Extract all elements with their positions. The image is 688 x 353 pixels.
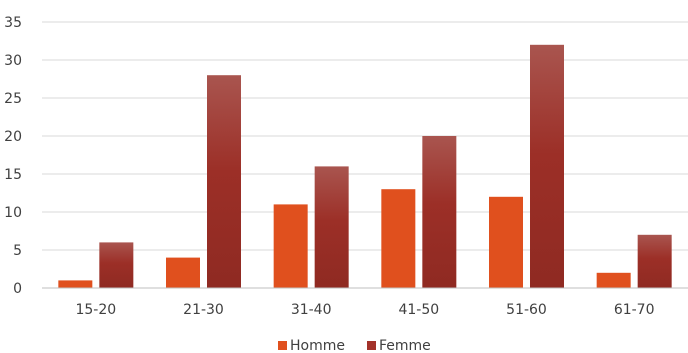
y-tick-label: 20 bbox=[4, 129, 22, 145]
legend-label-femme: Femme bbox=[379, 338, 431, 353]
y-tick-label: 25 bbox=[4, 91, 22, 107]
bar-homme-61-70 bbox=[596, 272, 631, 288]
y-tick-label: 10 bbox=[4, 205, 22, 221]
bar-homme-51-60 bbox=[489, 196, 523, 288]
y-tick-label: 15 bbox=[4, 167, 22, 183]
x-tick-label: 61-70 bbox=[614, 302, 655, 318]
x-tick-label: 31-40 bbox=[291, 302, 332, 318]
bars bbox=[58, 44, 672, 288]
legend-label-homme: Homme bbox=[290, 338, 345, 353]
bar-femme-31-40 bbox=[314, 166, 349, 288]
y-axis-ticks: 0 5 10 15 20 25 30 35 bbox=[4, 15, 22, 297]
x-tick-label: 21-30 bbox=[183, 302, 224, 318]
bar-homme-31-40 bbox=[273, 204, 308, 288]
x-axis-ticks: 15-20 21-30 31-40 41-50 51-60 61-70 bbox=[75, 302, 654, 318]
bar-femme-51-60 bbox=[530, 44, 564, 288]
y-tick-label: 0 bbox=[13, 281, 22, 297]
legend-swatch-femme bbox=[367, 341, 376, 350]
bar-femme-21-30 bbox=[207, 75, 241, 288]
gridlines bbox=[42, 21, 688, 251]
bar-femme-15-20 bbox=[99, 242, 134, 288]
x-tick-label: 15-20 bbox=[75, 302, 116, 318]
y-tick-label: 5 bbox=[13, 243, 22, 259]
bar-femme-61-70 bbox=[637, 234, 672, 288]
x-tick-label: 51-60 bbox=[506, 302, 547, 318]
bar-homme-15-20 bbox=[58, 280, 93, 288]
bar-homme-41-50 bbox=[381, 189, 416, 288]
y-tick-label: 30 bbox=[4, 53, 22, 69]
legend: Homme Femme bbox=[278, 338, 431, 353]
y-tick-label: 35 bbox=[4, 15, 22, 31]
legend-swatch-homme bbox=[278, 341, 287, 350]
bar-homme-21-30 bbox=[166, 257, 200, 288]
x-tick-label: 41-50 bbox=[398, 302, 439, 318]
bar-femme-41-50 bbox=[422, 136, 457, 288]
